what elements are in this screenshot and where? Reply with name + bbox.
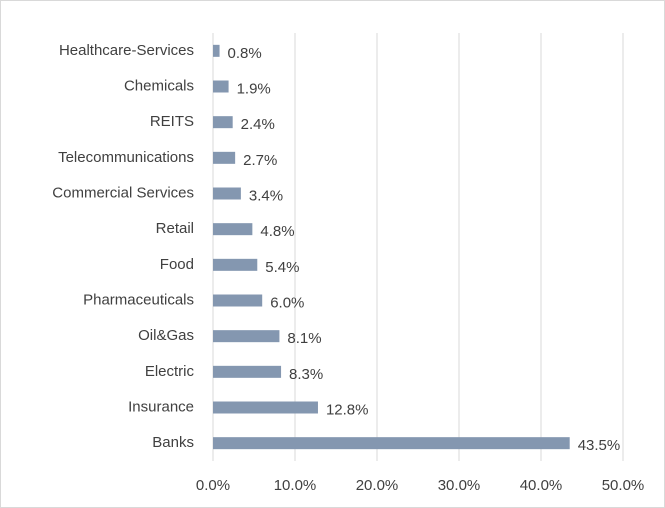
- y-tick-label: Retail: [156, 220, 194, 237]
- y-tick-label: Chemicals: [124, 77, 194, 94]
- bar: [213, 258, 258, 271]
- bar: [213, 330, 280, 343]
- x-tick-label: 40.0%: [520, 477, 563, 494]
- data-label: 1.9%: [237, 80, 271, 97]
- bar: [213, 116, 233, 129]
- x-tick-label: 20.0%: [356, 477, 399, 494]
- y-tick-label: Insurance: [128, 398, 194, 415]
- y-tick-label: Oil&Gas: [138, 327, 194, 344]
- y-tick-label: Healthcare-Services: [59, 42, 194, 59]
- x-tick-label: 50.0%: [602, 477, 645, 494]
- x-tick-label: 10.0%: [274, 477, 317, 494]
- bar: [213, 44, 220, 57]
- bar: [213, 437, 570, 450]
- y-tick-label: Food: [160, 256, 194, 273]
- data-label: 8.1%: [287, 330, 321, 347]
- data-label: 3.4%: [249, 187, 283, 204]
- x-tick-label: 30.0%: [438, 477, 481, 494]
- x-tick-label: 0.0%: [196, 477, 230, 494]
- y-tick-label: Pharmaceuticals: [83, 291, 194, 308]
- data-label: 4.8%: [260, 223, 294, 240]
- bar: [213, 294, 263, 307]
- data-label: 2.4%: [241, 116, 275, 133]
- bar: [213, 80, 229, 93]
- y-tick-label: Electric: [145, 363, 195, 380]
- bar: [213, 223, 253, 236]
- bar: [213, 365, 282, 378]
- data-label: 43.5%: [578, 437, 621, 454]
- y-tick-label: REITS: [150, 113, 194, 130]
- data-label: 12.8%: [326, 401, 369, 418]
- bar: [213, 151, 236, 164]
- y-tick-label: Commercial Services: [52, 184, 194, 201]
- bar: [213, 401, 318, 414]
- data-label: 8.3%: [289, 366, 323, 383]
- data-label: 5.4%: [265, 259, 299, 276]
- data-label: 2.7%: [243, 152, 277, 169]
- data-label: 0.8%: [228, 45, 262, 62]
- data-label: 6.0%: [270, 294, 304, 311]
- bar: [213, 187, 241, 200]
- y-tick-label: Banks: [152, 434, 194, 451]
- y-tick-label: Telecommunications: [58, 149, 194, 166]
